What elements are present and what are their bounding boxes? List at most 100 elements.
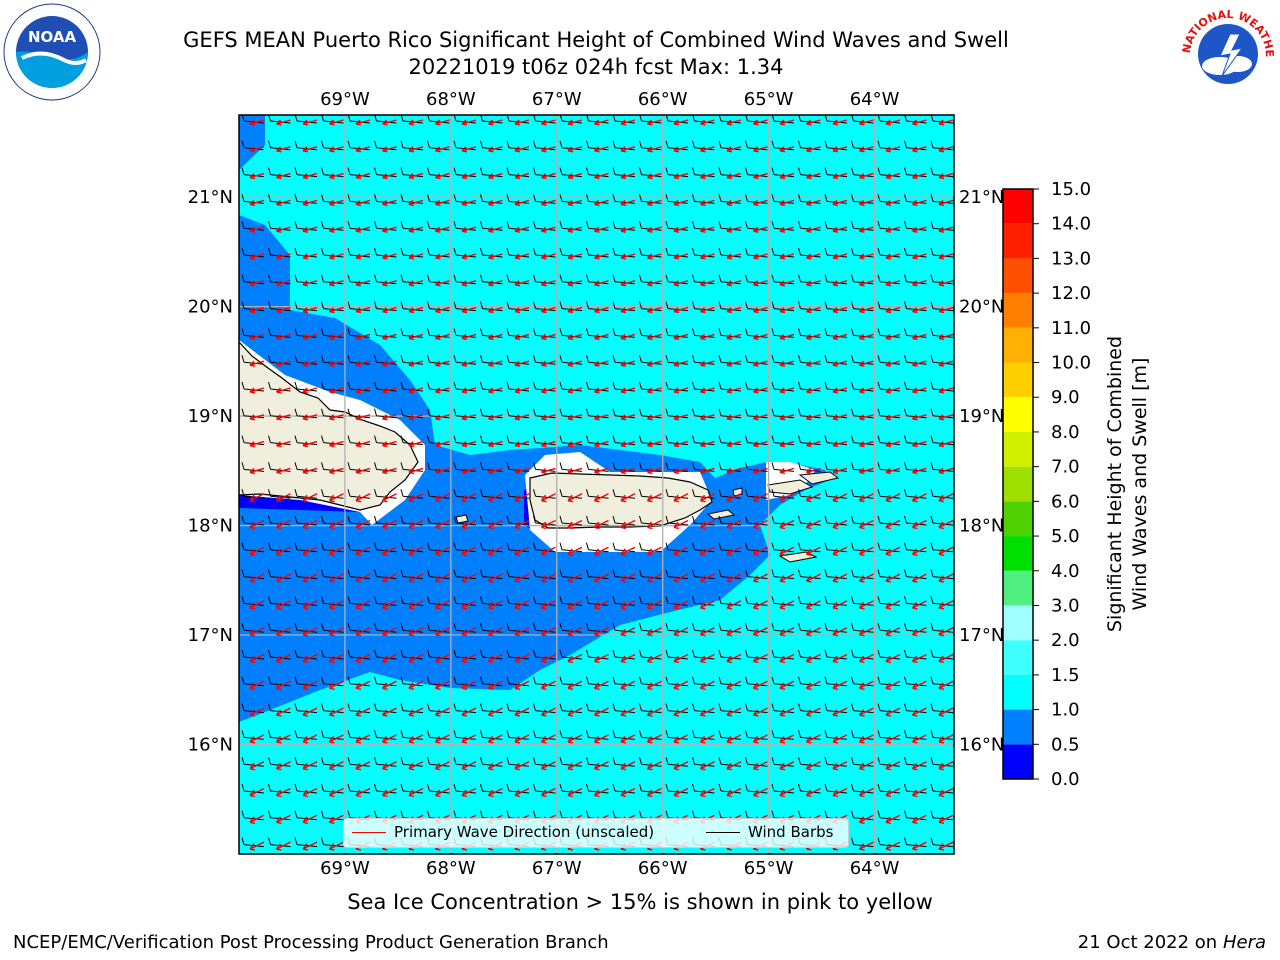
wave-arrow <box>779 600 795 610</box>
wave-arrow <box>673 573 689 583</box>
wave-arrow <box>594 199 609 207</box>
wave-arrow <box>752 707 768 717</box>
wind-barb <box>718 408 742 419</box>
wave-arrow <box>408 761 424 771</box>
wind-barb <box>718 301 742 312</box>
colorbar-tick-label: 14.0 <box>1051 214 1091 235</box>
wave-arrow <box>540 546 556 556</box>
legend-barb-swatch <box>706 831 740 833</box>
wind-barb <box>374 247 397 258</box>
wave-arrow <box>753 226 768 233</box>
wind-barb <box>904 596 927 606</box>
wave-arrow <box>461 226 477 233</box>
wave-arrow <box>434 680 450 690</box>
wind-barb <box>824 167 848 178</box>
wave-arrow <box>461 172 477 180</box>
wind-barb <box>718 703 742 714</box>
wind-barb <box>877 837 901 848</box>
wave-arrow <box>912 199 927 207</box>
wave-arrow <box>911 707 927 717</box>
wave-arrow <box>885 119 901 126</box>
wind-barb <box>612 569 636 580</box>
wave-arrow <box>699 787 715 798</box>
wind-barb <box>718 623 742 633</box>
wind-barb <box>665 194 689 204</box>
wind-barb <box>586 435 609 446</box>
wave-arrow <box>541 306 556 314</box>
wind-barb <box>294 757 318 767</box>
wind-barb <box>692 676 715 687</box>
wave-arrow <box>779 306 795 314</box>
wave-arrow <box>541 467 556 475</box>
wind-barb <box>930 462 954 472</box>
wind-barb <box>851 649 874 660</box>
wave-arrow <box>647 172 662 180</box>
wave-arrow <box>355 172 371 180</box>
wave-arrow <box>805 600 821 610</box>
wave-arrow <box>488 414 503 421</box>
wind-barb <box>374 274 397 285</box>
wind-barb <box>347 247 371 258</box>
wind-barb <box>930 703 954 714</box>
wave-arrow <box>302 546 318 556</box>
wind-barb <box>851 542 874 553</box>
wind-barb <box>559 140 583 151</box>
wind-barb <box>851 435 874 446</box>
colorbar-segment <box>1003 397 1033 432</box>
wave-arrow <box>753 440 768 448</box>
wind-barb <box>268 676 291 687</box>
wind-barb <box>718 274 742 285</box>
wave-arrow <box>779 573 795 583</box>
wind-barb <box>374 408 397 419</box>
wave-arrow <box>276 414 291 421</box>
colorbar-ticks: 0.00.51.01.52.03.04.05.06.07.08.09.010.0… <box>1033 179 1091 790</box>
wind-barb <box>453 730 477 740</box>
wind-barb <box>453 569 477 580</box>
wave-arrow <box>646 787 662 798</box>
wave-arrow <box>806 280 821 287</box>
wave-arrow <box>647 387 662 394</box>
wave-arrow <box>673 680 689 690</box>
wind-barb <box>506 730 530 740</box>
wave-arrow <box>647 414 662 421</box>
wave-arrow <box>753 253 768 260</box>
wind-barb <box>347 783 371 794</box>
wave-arrow <box>832 627 848 637</box>
wave-arrow <box>355 627 371 637</box>
wind-barb <box>586 703 609 714</box>
wind-barb <box>294 328 318 338</box>
wave-arrow <box>435 253 450 260</box>
wind-barb <box>294 515 318 526</box>
wave-arrow <box>699 546 715 556</box>
wave-arrow <box>885 253 901 260</box>
wave-arrow <box>832 787 848 798</box>
colorbar-segment <box>1003 293 1033 328</box>
wave-arrow <box>461 467 477 475</box>
wave-arrow <box>514 467 530 475</box>
wave-arrow <box>832 280 848 287</box>
wind-barb <box>374 676 397 687</box>
colorbar-segment <box>1003 258 1033 294</box>
legend-wave-direction: Primary Wave Direction (unscaled) <box>352 823 654 841</box>
wave-arrow <box>620 734 636 744</box>
wave-arrow <box>249 627 265 637</box>
wind-barb <box>798 167 821 178</box>
wave-arrow <box>408 146 424 153</box>
wave-arrow <box>276 333 291 341</box>
wave-arrow <box>567 333 583 341</box>
wind-barb <box>771 703 795 714</box>
wind-barb <box>374 596 397 606</box>
wind-barb <box>824 221 848 231</box>
wave-arrow <box>752 653 768 664</box>
wave-arrow <box>249 226 265 233</box>
wind-barb <box>559 489 583 499</box>
wave-arrow <box>700 440 715 448</box>
wind-barb <box>321 783 344 794</box>
wave-arrow <box>540 573 556 583</box>
wave-arrow <box>779 199 795 207</box>
legend-wind-barbs: Wind Barbs <box>706 823 833 841</box>
wave-arrow <box>673 707 689 717</box>
wind-barb <box>480 301 503 312</box>
wind-barb <box>400 676 424 687</box>
wind-barb <box>400 274 424 285</box>
